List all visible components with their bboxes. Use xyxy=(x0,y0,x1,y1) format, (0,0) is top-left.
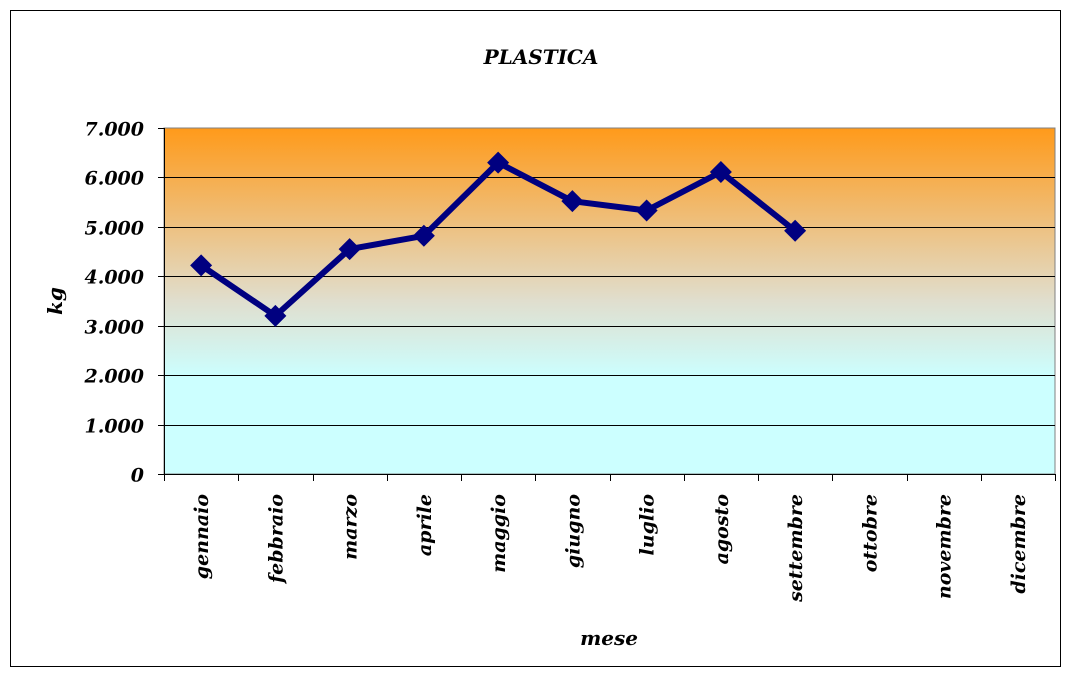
x-tick-label: maggio xyxy=(488,494,510,573)
data-point xyxy=(635,199,658,222)
data-point xyxy=(190,254,213,277)
y-tick-label: 5.000 xyxy=(85,218,145,240)
data-point xyxy=(709,160,732,183)
data-point xyxy=(487,151,510,174)
y-axis: 0 1.000 2.000 3.000 4.000 5.000 6.000 7.000 xyxy=(84,119,165,487)
data-point xyxy=(412,224,435,247)
y-tick-label: 0 xyxy=(131,465,144,487)
gridlines xyxy=(164,177,1055,426)
data-point xyxy=(784,219,807,242)
plot-area xyxy=(163,127,1056,475)
y-tick-label: 2.000 xyxy=(84,366,145,388)
series-layer xyxy=(190,151,807,327)
x-axis-label: mese xyxy=(580,626,638,650)
data-point xyxy=(338,238,361,261)
x-tick-label: novembre xyxy=(934,494,956,599)
data-point xyxy=(264,304,287,327)
data-point xyxy=(561,190,584,213)
y-tick-label: 6.000 xyxy=(85,168,145,190)
x-tick-label: febbraio xyxy=(265,494,287,585)
x-tick-label: gennaio xyxy=(191,494,213,580)
chart-title: PLASTICA xyxy=(483,45,599,69)
x-tick-label: marzo xyxy=(340,494,362,560)
x-tick-label: giugno xyxy=(562,494,584,568)
x-axis: gennaio febbraio marzo aprile maggio giugno lu… xyxy=(164,474,1056,603)
x-tick-label: aprile xyxy=(414,494,436,556)
y-tick-label: 3.000 xyxy=(85,317,145,339)
x-tick-label: dicembre xyxy=(1008,494,1030,594)
x-tick-label: agosto xyxy=(711,494,733,565)
y-tick-label: 7.000 xyxy=(85,119,145,141)
y-tick-label: 4.000 xyxy=(85,267,145,289)
y-tick-label: 1.000 xyxy=(85,416,145,438)
x-tick-label: settembre xyxy=(785,494,807,603)
y-axis-label: kg xyxy=(43,287,67,315)
x-tick-label: luglio xyxy=(637,494,659,556)
x-tick-label: ottobre xyxy=(859,494,881,572)
